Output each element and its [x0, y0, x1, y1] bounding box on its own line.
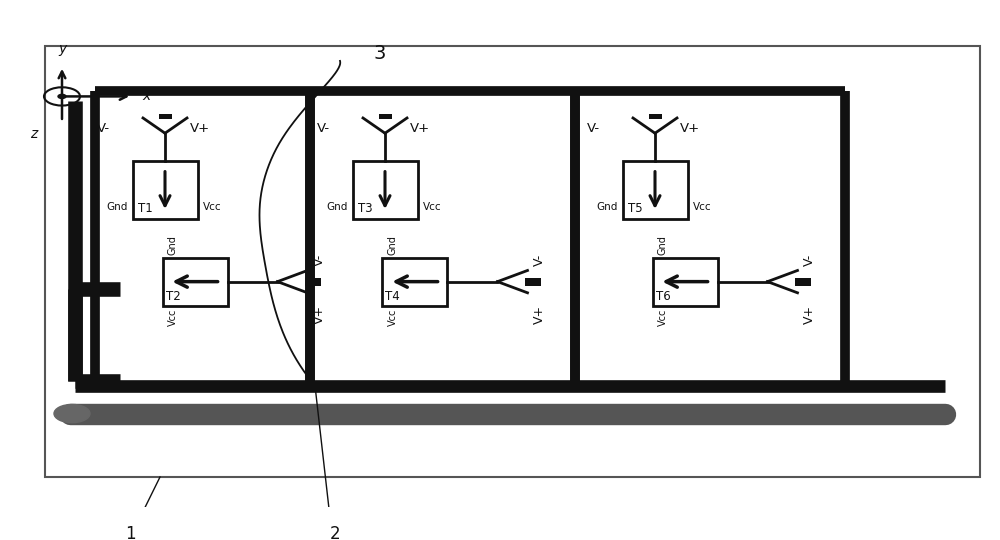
Text: T1: T1	[138, 202, 152, 215]
Text: Gnd: Gnd	[326, 202, 348, 212]
Text: Vcc: Vcc	[692, 202, 711, 212]
Text: V-: V-	[587, 122, 600, 134]
Text: V+: V+	[680, 122, 700, 134]
Text: V-: V-	[317, 122, 330, 134]
Text: Gnd: Gnd	[658, 235, 668, 255]
Text: 2: 2	[330, 525, 340, 540]
Bar	[378, 114, 392, 119]
Text: Vcc: Vcc	[423, 202, 441, 212]
Bar	[649, 114, 662, 119]
Text: Gnd: Gnd	[387, 235, 397, 255]
Text: T3: T3	[358, 202, 372, 215]
Bar	[795, 278, 811, 286]
Text: T2: T2	[166, 290, 180, 303]
Bar	[162, 258, 228, 306]
Text: T5: T5	[628, 202, 642, 215]
Text: Gnd: Gnd	[106, 202, 128, 212]
Bar	[45, 46, 980, 477]
Text: V+: V+	[410, 122, 430, 134]
Text: Gnd: Gnd	[596, 202, 618, 212]
Text: y: y	[58, 42, 66, 56]
Text: T6: T6	[656, 290, 670, 303]
Bar	[653, 258, 718, 306]
Text: x: x	[142, 90, 150, 104]
Text: 3: 3	[374, 44, 386, 63]
Text: Gnd: Gnd	[168, 235, 178, 255]
Text: V-: V-	[803, 254, 816, 266]
Text: V+: V+	[190, 122, 210, 134]
Circle shape	[58, 94, 66, 98]
Circle shape	[54, 404, 90, 423]
Text: Vcc: Vcc	[387, 308, 397, 326]
Bar	[158, 114, 172, 119]
Text: 1: 1	[125, 525, 135, 540]
Bar	[622, 161, 688, 219]
Text: Vcc: Vcc	[658, 308, 668, 326]
Bar	[305, 278, 321, 286]
Bar	[524, 278, 540, 286]
Text: z: z	[30, 127, 37, 141]
Bar	[353, 161, 418, 219]
Text: V+: V+	[532, 305, 546, 323]
Text: Vcc: Vcc	[202, 202, 221, 212]
Text: V+: V+	[803, 305, 816, 323]
Text: V+: V+	[312, 305, 326, 323]
Bar	[382, 258, 447, 306]
Text: V-: V-	[312, 254, 326, 266]
Text: Vcc: Vcc	[168, 308, 178, 326]
Text: V-: V-	[97, 122, 110, 134]
Bar	[132, 161, 198, 219]
Text: T4: T4	[385, 290, 400, 303]
Text: V-: V-	[532, 254, 546, 266]
